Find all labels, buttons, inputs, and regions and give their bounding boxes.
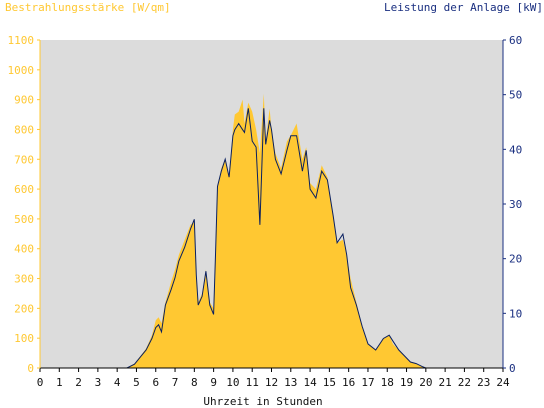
x-tick-label: 14 (303, 376, 317, 389)
right-tick-label: 50 (509, 89, 522, 102)
right-tick-label: 0 (509, 362, 516, 375)
x-tick-label: 4 (114, 376, 121, 389)
left-tick-label: 400 (14, 243, 34, 256)
x-tick-label: 18 (381, 376, 394, 389)
x-tick-label: 6 (152, 376, 159, 389)
left-tick-label: 700 (14, 153, 34, 166)
left-tick-label: 1000 (8, 64, 35, 77)
power-line (40, 108, 503, 369)
x-tick-label: 9 (210, 376, 217, 389)
x-tick-label: 8 (191, 376, 198, 389)
x-axis-title: Uhrzeit in Stunden (203, 395, 322, 408)
x-tick-label: 11 (246, 376, 259, 389)
x-tick-label: 12 (265, 376, 278, 389)
left-tick-label: 200 (14, 302, 34, 315)
x-tick-label: 5 (133, 376, 140, 389)
left-tick-label: 100 (14, 332, 34, 345)
left-tick-label: 1100 (8, 34, 35, 47)
right-tick-label: 40 (509, 143, 522, 156)
right-axis-title: Leistung der Anlage [kW] (384, 1, 543, 14)
left-tick-label: 800 (14, 123, 34, 136)
x-tick-label: 2 (75, 376, 82, 389)
x-tick-label: 1 (56, 376, 63, 389)
irradiance-area (40, 93, 503, 368)
right-tick-label: 10 (509, 307, 522, 320)
x-tick-label: 24 (496, 376, 510, 389)
x-tick-label: 21 (439, 376, 452, 389)
x-tick-label: 22 (458, 376, 471, 389)
right-tick-label: 30 (509, 198, 522, 211)
x-tick-label: 13 (284, 376, 297, 389)
left-axis-title: Bestrahlungsstärke [W/qm] (5, 1, 171, 14)
left-tick-label: 900 (14, 94, 34, 107)
left-tick-label: 300 (14, 273, 34, 286)
x-tick-label: 15 (323, 376, 336, 389)
x-tick-label: 17 (361, 376, 374, 389)
x-tick-label: 3 (95, 376, 102, 389)
right-tick-label: 20 (509, 253, 522, 266)
left-tick-label: 600 (14, 183, 34, 196)
x-tick-label: 0 (37, 376, 44, 389)
x-tick-label: 10 (226, 376, 239, 389)
x-tick-label: 20 (419, 376, 432, 389)
x-tick-label: 23 (477, 376, 490, 389)
x-tick-label: 19 (400, 376, 413, 389)
x-tick-label: 16 (342, 376, 355, 389)
right-tick-label: 60 (509, 34, 522, 47)
x-tick-label: 7 (172, 376, 179, 389)
left-tick-label: 500 (14, 213, 34, 226)
left-tick-label: 0 (27, 362, 34, 375)
